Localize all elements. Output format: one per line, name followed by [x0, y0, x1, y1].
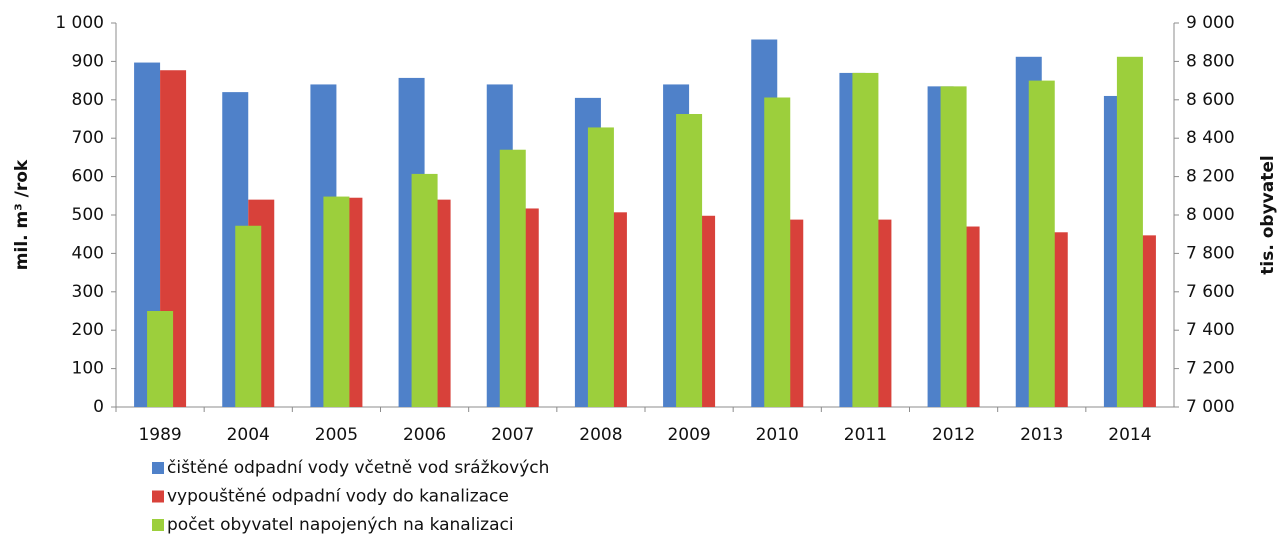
x-tick-label: 2004 [227, 425, 270, 445]
tick-label: 8 400 [1186, 128, 1235, 148]
y-axis-title: mil. m³ /rok [12, 159, 32, 270]
tick-label: 7 600 [1186, 282, 1235, 302]
tick-label: 700 [72, 128, 104, 148]
tick-label: 200 [72, 320, 104, 340]
bar [323, 196, 350, 407]
legend-label: čištěné odpadní vody včetně vod srážkový… [167, 458, 549, 478]
tick-label: 8 600 [1186, 90, 1235, 110]
y2-axis-title: tis. obyvatel [1258, 155, 1278, 274]
x-tick-label: 2011 [844, 425, 887, 445]
bar [411, 173, 438, 407]
bar [940, 86, 967, 408]
x-tick-label: 2014 [1108, 425, 1151, 445]
x-tick-label: 2006 [403, 425, 446, 445]
bar [235, 225, 262, 407]
tick-label: 7 200 [1186, 359, 1235, 379]
tick-label: 800 [72, 90, 104, 110]
legend-swatch [152, 490, 164, 503]
tick-label: 8 200 [1186, 167, 1235, 187]
legend-swatch [152, 462, 164, 474]
tick-label: 8 800 [1186, 51, 1235, 71]
bar [852, 72, 879, 408]
x-tick-label: 2007 [491, 425, 534, 445]
tick-label: 7 000 [1186, 397, 1235, 417]
tick-label: 400 [72, 243, 104, 263]
legend-label: počet obyvatel napojených na kanalizaci [167, 515, 514, 535]
x-tick-label: 2005 [315, 425, 358, 445]
bar [764, 97, 791, 407]
bar [499, 149, 526, 407]
tick-label: 300 [72, 282, 104, 302]
tick-label: 1 000 [55, 13, 104, 33]
x-tick-label: 2012 [932, 425, 975, 445]
tick-label: 900 [72, 51, 104, 71]
bar [147, 311, 174, 407]
bar [587, 127, 614, 407]
legend-swatch [152, 519, 164, 531]
tick-label: 8 000 [1186, 205, 1235, 225]
tick-label: 0 [93, 397, 104, 417]
bar [1028, 80, 1055, 407]
tick-label: 600 [72, 167, 104, 187]
tick-label: 7 400 [1186, 320, 1235, 340]
x-tick-label: 1989 [138, 425, 181, 445]
bar [1116, 56, 1143, 408]
tick-label: 9 000 [1186, 13, 1235, 33]
x-tick-label: 2009 [667, 425, 710, 445]
tick-label: 7 800 [1186, 243, 1235, 263]
x-tick-label: 2010 [756, 425, 799, 445]
tick-label: 100 [72, 359, 104, 379]
bar [676, 114, 703, 408]
tick-label: 500 [72, 205, 104, 225]
x-tick-label: 2013 [1020, 425, 1063, 445]
legend-label: vypouštěné odpadní vody do kanalizace [167, 487, 509, 507]
x-tick-label: 2008 [579, 425, 622, 445]
